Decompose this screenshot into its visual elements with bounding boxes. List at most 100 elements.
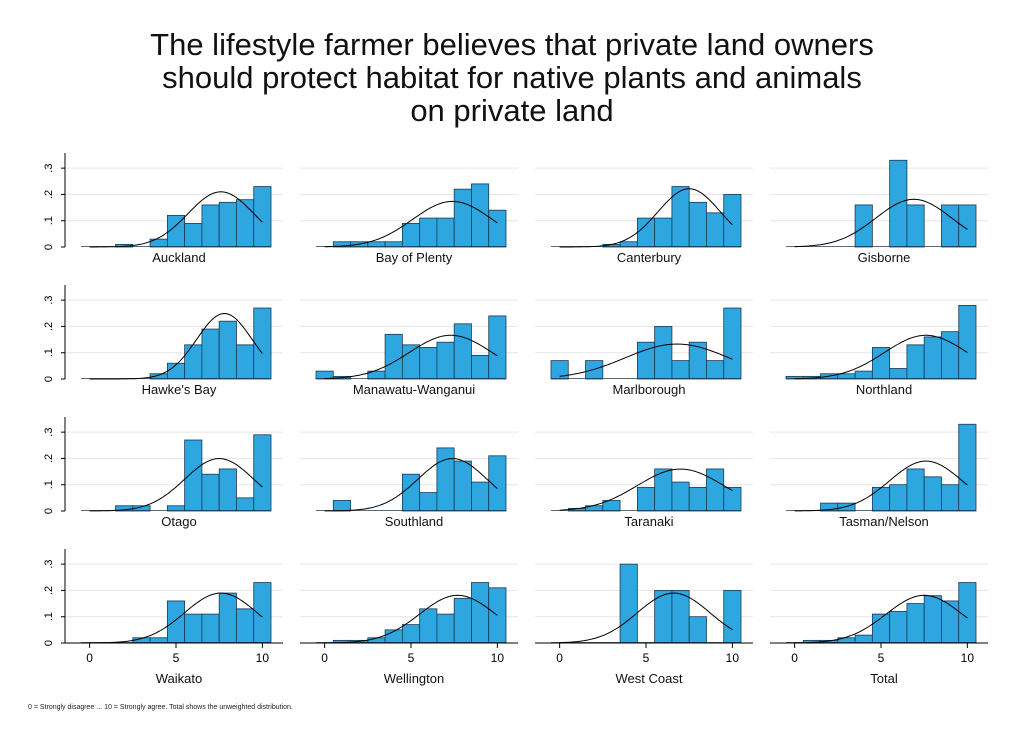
bar [688,616,707,644]
normal-curve [794,594,968,644]
normal-curve [89,191,263,248]
normal-curve [559,592,733,644]
panel-southland: Southland [300,431,518,529]
panel-label: Tasman/Nelson [839,514,929,529]
normal-curve [324,594,498,644]
bar [958,423,977,512]
bar [419,492,438,512]
x-tick-label: 10 [726,651,740,665]
bar [723,194,742,248]
y-tick-label: .3 [43,428,55,437]
bar [906,344,925,380]
bar [723,307,742,380]
bar [723,590,742,644]
bar [419,608,438,644]
x-tick-label: 10 [491,651,505,665]
y-tick-label: .3 [43,296,55,305]
bar [253,582,272,644]
x-tick-label: 5 [173,651,180,665]
bar [688,341,707,380]
y-tick-label: .3 [43,164,55,173]
y-tick-label: .1 [43,612,55,621]
normal-curve [559,468,733,511]
panel-label: Manawatu-Wanganui [353,382,475,397]
bar [453,460,472,512]
bar [706,212,725,248]
chart-title-line-3: on private land [410,93,614,128]
bar [471,354,490,380]
bar [201,204,220,248]
panel-label: Taranaki [624,514,673,529]
panel-label: West Coast [616,671,683,686]
bar [471,582,490,644]
panel-taranaki: Taranaki [535,431,753,529]
bar [906,204,925,248]
y-tick-label: .1 [43,348,55,357]
x-tick-label: 10 [256,651,270,665]
bar [453,323,472,380]
chart-title-line-1: The lifestyle farmer believes that priva… [150,27,874,62]
y-tick-label: .2 [43,586,55,595]
bar [218,201,237,248]
bar [453,188,472,248]
normal-curve [324,458,498,512]
bar [889,484,908,512]
x-tick-label: 5 [878,651,885,665]
bar [166,362,186,380]
bar [688,201,707,248]
bar [201,473,220,512]
panel-label: Marlborough [613,382,686,397]
bar [253,186,272,248]
panel-auckland: 0 .1 .2 .3 Auckland [43,153,283,265]
bar [419,347,438,380]
bar [488,455,507,512]
bar [671,481,690,512]
bar [958,582,977,644]
bar [419,217,438,248]
bar [958,204,977,248]
panel-waikato: 0 .1 .2 .3 0 5 10 Waikato [43,549,283,686]
y-tick-label: .2 [43,454,55,463]
bar [488,209,507,248]
bar [602,500,621,512]
panel-label: Gisborne [858,250,911,265]
bar [671,590,690,644]
chart-title: The lifestyle farmer believes that priva… [0,28,1024,127]
panel-wellington: 0 5 10 Wellington [300,563,518,686]
bar [906,468,925,512]
bar [184,613,203,644]
bar [401,222,421,248]
bar [906,603,925,644]
bar [654,217,673,248]
bar [889,611,908,644]
bar [201,328,220,380]
bar [889,368,908,380]
panel-west-coast: 0 5 10 West Coast [535,563,753,686]
normal-curve [89,312,263,380]
bar [688,486,707,512]
bar [166,600,186,644]
panel-hawke-s-bay: 0 .1 .2 .3 Hawke's Bay [43,285,283,397]
x-tick-label: 10 [961,651,975,665]
chart-title-line-2: should protect habitat for native plants… [162,60,862,95]
x-tick-label: 5 [643,651,650,665]
normal-curve [89,592,263,644]
panel-northland: Northland [770,299,988,397]
bar [854,634,873,644]
normal-curve [794,460,968,512]
panel-label: Otago [161,514,196,529]
panel-label: Bay of Plenty [376,250,453,265]
panel-label: Southland [385,514,444,529]
x-tick-label: 0 [86,651,93,665]
y-tick-label: 0 [43,244,55,250]
panel-tasman-nelson: Tasman/Nelson [770,423,988,529]
bar [218,468,237,512]
normal-curve [559,188,733,248]
bar [923,595,942,644]
normal-curve [559,343,733,377]
bar [941,204,960,248]
bar [636,486,656,512]
y-tick-label: 0 [43,640,55,646]
bar [550,360,569,380]
normal-curve [89,458,263,512]
